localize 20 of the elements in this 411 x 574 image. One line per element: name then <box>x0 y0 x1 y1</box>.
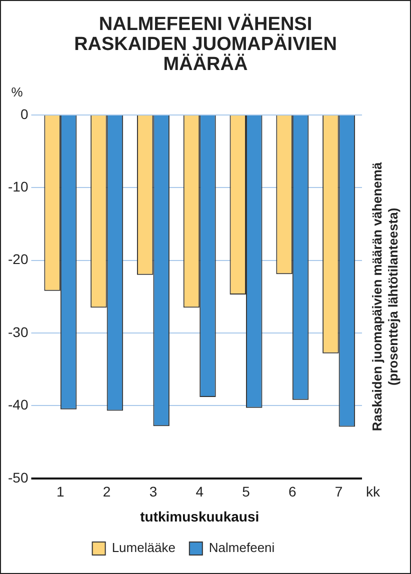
x-tick-label: 5 <box>242 484 250 500</box>
x-axis-title: tutkimuskuukausi <box>140 508 260 524</box>
y-tick-label: -20 <box>8 251 28 268</box>
x-tick-label: 3 <box>149 484 158 500</box>
x-tick-label: 1 <box>56 484 65 500</box>
legend-label: Lumelääke <box>112 540 176 556</box>
y-tick-label: 0 <box>20 106 28 122</box>
x-tick-label: 6 <box>288 484 297 500</box>
text: kk <box>366 483 381 500</box>
x-tick-label: 2 <box>102 484 111 500</box>
chart-title: NALMEFEENI VÄHENSI RASKAIDEN JUOMAPÄIVIEN MÄÄRÄÄ <box>73 14 338 75</box>
y-tick-label: -50 <box>8 469 28 486</box>
y-tick-label: -40 <box>8 396 28 413</box>
y-axis-title: Raskaiden juomapäivien määrän vähenemä (prosentteja lähtötilanteesta) <box>370 162 401 432</box>
x-tick-label: 4 <box>196 484 204 500</box>
x-tick-label: 7 <box>334 484 343 500</box>
text: % <box>11 84 24 100</box>
legend-label: Nalmefeeni <box>208 540 275 556</box>
y-tick-label: -30 <box>8 324 28 340</box>
y-tick-label: -10 <box>8 178 28 195</box>
